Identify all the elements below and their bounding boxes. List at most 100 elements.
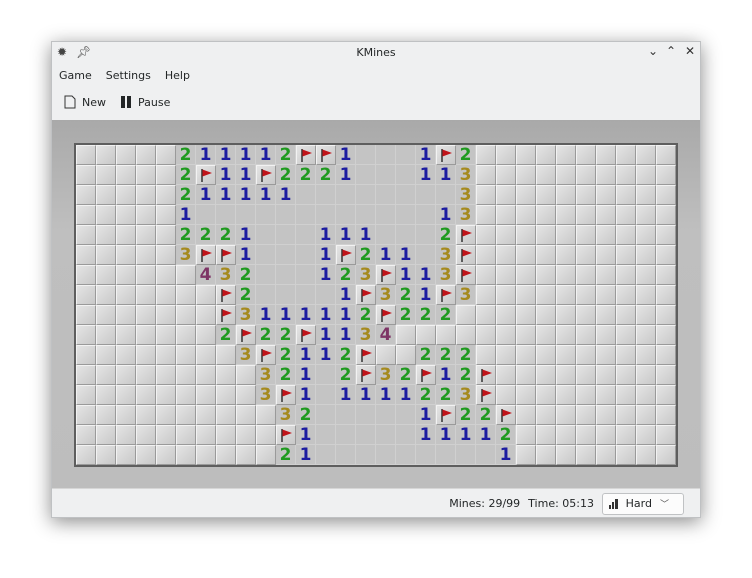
hidden-cell[interactable] — [656, 285, 676, 305]
hidden-cell[interactable] — [556, 205, 576, 225]
number-cell[interactable]: 1 — [296, 385, 316, 405]
revealed-cell[interactable] — [316, 425, 336, 445]
hidden-cell[interactable] — [616, 185, 636, 205]
number-cell[interactable]: 1 — [336, 305, 356, 325]
hidden-cell[interactable] — [476, 185, 496, 205]
hidden-cell[interactable] — [136, 165, 156, 185]
hidden-cell[interactable] — [256, 425, 276, 445]
number-cell[interactable]: 1 — [296, 445, 316, 465]
revealed-cell[interactable] — [316, 365, 336, 385]
hidden-cell[interactable] — [216, 445, 236, 465]
hidden-cell[interactable] — [476, 345, 496, 365]
hidden-cell[interactable] — [376, 345, 396, 365]
hidden-cell[interactable] — [156, 265, 176, 285]
number-cell[interactable]: 2 — [276, 145, 296, 165]
hidden-cell[interactable] — [536, 365, 556, 385]
hidden-cell[interactable] — [76, 365, 96, 385]
number-cell[interactable]: 1 — [356, 225, 376, 245]
hidden-cell[interactable] — [536, 425, 556, 445]
hidden-cell[interactable] — [76, 405, 96, 425]
revealed-cell[interactable] — [216, 205, 236, 225]
hidden-cell[interactable] — [156, 225, 176, 245]
hidden-cell[interactable] — [156, 425, 176, 445]
hidden-cell[interactable] — [456, 325, 476, 345]
hidden-cell[interactable] — [136, 205, 156, 225]
hidden-cell[interactable] — [656, 225, 676, 245]
hidden-cell[interactable] — [656, 365, 676, 385]
hidden-cell[interactable] — [596, 345, 616, 365]
number-cell[interactable]: 1 — [316, 225, 336, 245]
number-cell[interactable]: 1 — [396, 385, 416, 405]
revealed-cell[interactable] — [376, 145, 396, 165]
number-cell[interactable]: 1 — [376, 385, 396, 405]
hidden-cell[interactable] — [636, 445, 656, 465]
hidden-cell[interactable] — [216, 365, 236, 385]
revealed-cell[interactable] — [256, 265, 276, 285]
revealed-cell[interactable] — [396, 425, 416, 445]
flagged-cell[interactable] — [196, 245, 216, 265]
number-cell[interactable]: 1 — [236, 245, 256, 265]
number-cell[interactable]: 3 — [216, 265, 236, 285]
number-cell[interactable]: 1 — [336, 145, 356, 165]
hidden-cell[interactable] — [576, 305, 596, 325]
hidden-cell[interactable] — [216, 425, 236, 445]
hidden-cell[interactable] — [656, 185, 676, 205]
hidden-cell[interactable] — [256, 405, 276, 425]
hidden-cell[interactable] — [116, 445, 136, 465]
revealed-cell[interactable] — [416, 245, 436, 265]
revealed-cell[interactable] — [316, 405, 336, 425]
revealed-cell[interactable] — [196, 205, 216, 225]
flagged-cell[interactable] — [476, 385, 496, 405]
hidden-cell[interactable] — [516, 145, 536, 165]
flagged-cell[interactable] — [276, 385, 296, 405]
hidden-cell[interactable] — [616, 445, 636, 465]
hidden-cell[interactable] — [536, 165, 556, 185]
number-cell[interactable]: 1 — [416, 145, 436, 165]
hidden-cell[interactable] — [636, 245, 656, 265]
number-cell[interactable]: 2 — [276, 325, 296, 345]
hidden-cell[interactable] — [616, 225, 636, 245]
number-cell[interactable]: 1 — [436, 165, 456, 185]
hidden-cell[interactable] — [656, 265, 676, 285]
hidden-cell[interactable] — [576, 345, 596, 365]
hidden-cell[interactable] — [116, 225, 136, 245]
hidden-cell[interactable] — [116, 345, 136, 365]
hidden-cell[interactable] — [396, 345, 416, 365]
revealed-cell[interactable] — [336, 425, 356, 445]
hidden-cell[interactable] — [116, 405, 136, 425]
revealed-cell[interactable] — [296, 285, 316, 305]
hidden-cell[interactable] — [96, 245, 116, 265]
hidden-cell[interactable] — [616, 345, 636, 365]
number-cell[interactable]: 2 — [436, 385, 456, 405]
hidden-cell[interactable] — [476, 145, 496, 165]
number-cell[interactable]: 1 — [296, 345, 316, 365]
number-cell[interactable]: 3 — [276, 405, 296, 425]
hidden-cell[interactable] — [636, 325, 656, 345]
hidden-cell[interactable] — [176, 345, 196, 365]
number-cell[interactable]: 2 — [416, 345, 436, 365]
hidden-cell[interactable] — [76, 225, 96, 245]
hidden-cell[interactable] — [556, 265, 576, 285]
hidden-cell[interactable] — [96, 165, 116, 185]
hidden-cell[interactable] — [176, 445, 196, 465]
hidden-cell[interactable] — [196, 405, 216, 425]
number-cell[interactable]: 1 — [276, 305, 296, 325]
revealed-cell[interactable] — [396, 445, 416, 465]
hidden-cell[interactable] — [656, 445, 676, 465]
number-cell[interactable]: 2 — [276, 365, 296, 385]
maximize-button[interactable]: ⌃ — [666, 44, 677, 58]
hidden-cell[interactable] — [176, 325, 196, 345]
flagged-cell[interactable] — [456, 225, 476, 245]
number-cell[interactable]: 2 — [436, 225, 456, 245]
hidden-cell[interactable] — [96, 385, 116, 405]
hidden-cell[interactable] — [576, 245, 596, 265]
revealed-cell[interactable] — [376, 185, 396, 205]
menu-game[interactable]: Game — [59, 68, 92, 82]
hidden-cell[interactable] — [496, 205, 516, 225]
number-cell[interactable]: 1 — [416, 405, 436, 425]
hidden-cell[interactable] — [136, 425, 156, 445]
hidden-cell[interactable] — [96, 185, 116, 205]
hidden-cell[interactable] — [76, 205, 96, 225]
hidden-cell[interactable] — [476, 165, 496, 185]
hidden-cell[interactable] — [76, 165, 96, 185]
